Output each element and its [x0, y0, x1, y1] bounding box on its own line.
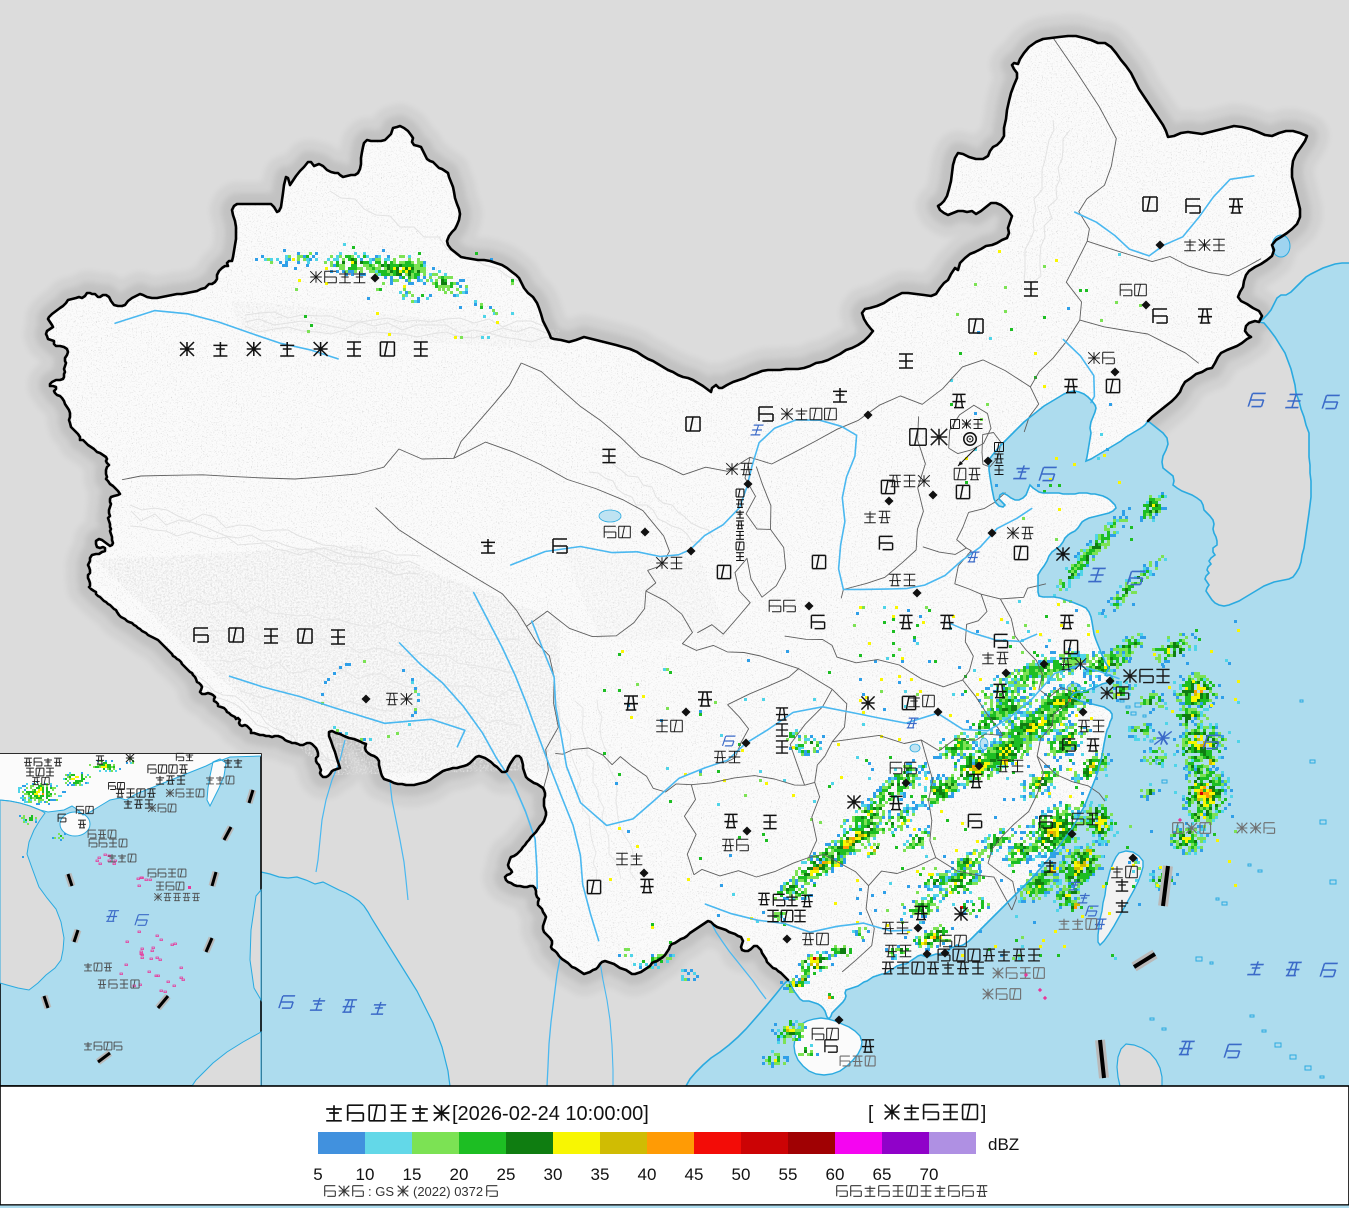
svg-text:35: 35: [591, 1165, 610, 1184]
svg-text:dBZ: dBZ: [988, 1135, 1019, 1154]
svg-text:25: 25: [497, 1165, 516, 1184]
svg-text:10: 10: [356, 1165, 375, 1184]
svg-text:]: ]: [981, 1103, 986, 1124]
svg-text:(2022) 0372: (2022) 0372: [413, 1184, 483, 1199]
svg-text:15: 15: [403, 1165, 422, 1184]
svg-text:20: 20: [450, 1165, 469, 1184]
svg-text:70: 70: [920, 1165, 939, 1184]
svg-text:45: 45: [685, 1165, 704, 1184]
svg-text:55: 55: [779, 1165, 798, 1184]
svg-text:65: 65: [873, 1165, 892, 1184]
svg-text:[2026-02-24 10:00:00]: [2026-02-24 10:00:00]: [452, 1103, 649, 1125]
svg-text:60: 60: [826, 1165, 845, 1184]
svg-text:[: [: [868, 1103, 874, 1124]
svg-text:50: 50: [732, 1165, 751, 1184]
svg-text:: GS: : GS: [368, 1184, 394, 1199]
svg-text:30: 30: [544, 1165, 563, 1184]
svg-text:40: 40: [638, 1165, 657, 1184]
svg-text:5: 5: [313, 1165, 322, 1184]
